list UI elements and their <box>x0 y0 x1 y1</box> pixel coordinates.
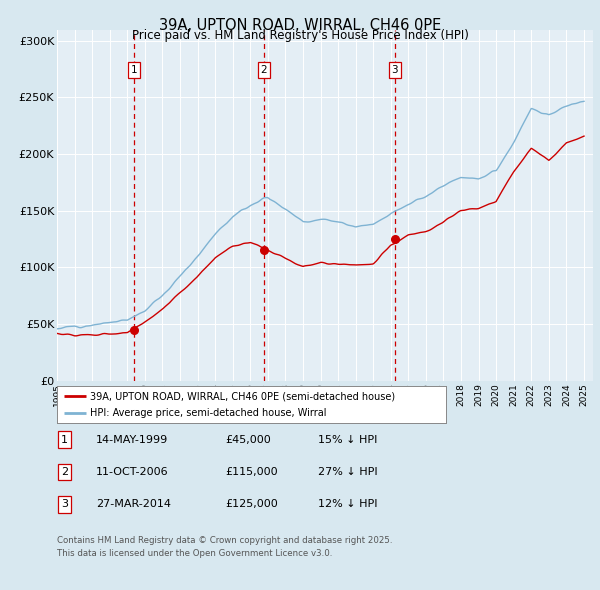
Text: 3: 3 <box>61 500 68 509</box>
Text: £115,000: £115,000 <box>225 467 278 477</box>
Text: Contains HM Land Registry data © Crown copyright and database right 2025.
This d: Contains HM Land Registry data © Crown c… <box>57 536 392 558</box>
Text: 3: 3 <box>392 65 398 75</box>
Text: 12% ↓ HPI: 12% ↓ HPI <box>318 500 377 509</box>
Text: 14-MAY-1999: 14-MAY-1999 <box>96 435 168 444</box>
Text: 27-MAR-2014: 27-MAR-2014 <box>96 500 171 509</box>
Text: 1: 1 <box>130 65 137 75</box>
Text: 11-OCT-2006: 11-OCT-2006 <box>96 467 169 477</box>
Text: Price paid vs. HM Land Registry's House Price Index (HPI): Price paid vs. HM Land Registry's House … <box>131 30 469 42</box>
Text: 39A, UPTON ROAD, WIRRAL, CH46 0PE (semi-detached house): 39A, UPTON ROAD, WIRRAL, CH46 0PE (semi-… <box>90 391 395 401</box>
Text: 27% ↓ HPI: 27% ↓ HPI <box>318 467 377 477</box>
Text: 2: 2 <box>260 65 267 75</box>
Text: 15% ↓ HPI: 15% ↓ HPI <box>318 435 377 444</box>
Text: HPI: Average price, semi-detached house, Wirral: HPI: Average price, semi-detached house,… <box>90 408 326 418</box>
Text: 2: 2 <box>61 467 68 477</box>
Text: 1: 1 <box>61 435 68 444</box>
Text: £45,000: £45,000 <box>225 435 271 444</box>
Text: £125,000: £125,000 <box>225 500 278 509</box>
Text: 39A, UPTON ROAD, WIRRAL, CH46 0PE: 39A, UPTON ROAD, WIRRAL, CH46 0PE <box>159 18 441 33</box>
